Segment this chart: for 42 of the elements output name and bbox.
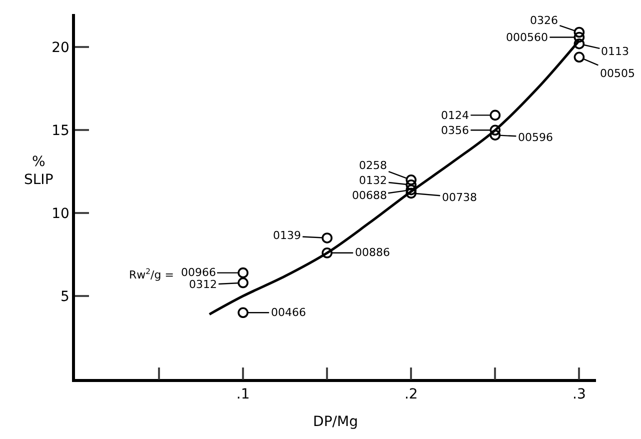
x-tick-label: .3 [572, 386, 586, 403]
annotation: 0139 [273, 229, 301, 242]
point [406, 188, 417, 199]
point [406, 184, 417, 196]
y-tick-label: 15 [52, 123, 70, 140]
annotation: 00688 [352, 189, 387, 202]
x-tick-label: .1 [236, 386, 250, 403]
x-tick-label: .2 [404, 386, 418, 403]
annotation: 00505 [600, 67, 635, 80]
point [490, 124, 501, 136]
y-tick-label: 20 [52, 40, 70, 56]
annotation: 00966 [181, 266, 216, 279]
point [238, 277, 248, 288]
annotation: 000560 [506, 31, 548, 44]
annotation: 0124 [441, 109, 469, 122]
point [574, 26, 585, 38]
point [574, 32, 585, 43]
annotation: 0312 [189, 278, 217, 291]
point [322, 232, 332, 244]
point [406, 174, 417, 186]
annotation: 0132 [359, 174, 387, 187]
point [238, 307, 248, 318]
point [574, 38, 585, 50]
x-axis-title: DP/Mg [313, 414, 358, 430]
annotation: 00466 [271, 306, 306, 319]
y-axis-title: % SLIP [24, 154, 54, 188]
annotation: 00596 [518, 131, 553, 144]
annotation: 00738 [442, 191, 477, 204]
point [238, 267, 248, 278]
annotation: 00886 [355, 246, 390, 259]
y-tick-label: 5 [60, 288, 70, 305]
annotation: 0356 [441, 124, 469, 137]
point [406, 179, 417, 190]
point [574, 52, 585, 63]
annotation: 0258 [359, 159, 387, 172]
annotation: Rw$^{2}$/g = [129, 267, 174, 282]
annotation: 0326 [530, 14, 558, 27]
y-tick-label: 10 [52, 206, 70, 222]
point [490, 130, 501, 141]
point [322, 248, 332, 258]
point [490, 110, 501, 121]
annotation: 0113 [601, 45, 629, 58]
